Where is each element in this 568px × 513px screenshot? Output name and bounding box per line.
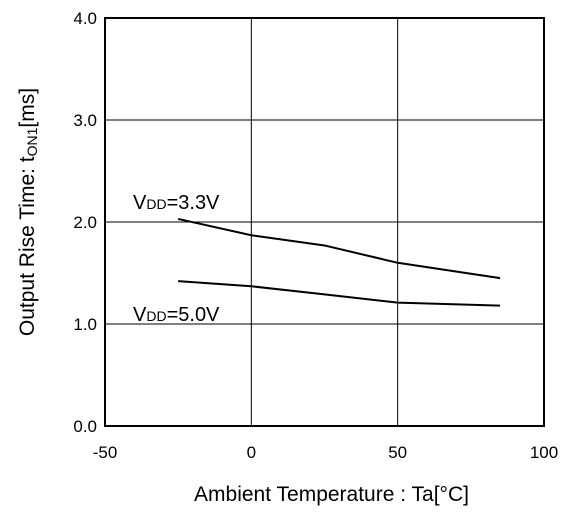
series-line-2	[178, 280, 501, 307]
y-tick-label: 0.0	[73, 417, 97, 436]
y-tick-label: 4.0	[73, 9, 97, 28]
tick-labels: -50 0 50 100 0.0 1.0 2.0 3.0 4.0	[73, 9, 558, 462]
y-tick-label: 3.0	[73, 111, 97, 130]
x-tick-label: 0	[247, 443, 256, 462]
series-lines	[177, 217, 501, 307]
plot-frame	[104, 17, 545, 427]
series-line-1	[177, 217, 501, 280]
x-tick-label: 50	[388, 443, 407, 462]
series-label-vdd-5v0: VDD=5.0V	[133, 304, 220, 326]
series-label-vdd-3v3: VDD=3.3V	[133, 192, 220, 214]
x-axis-label: Ambient Temperature : Ta[°C]	[194, 483, 469, 506]
y-tick-label: 1.0	[73, 315, 97, 334]
grid-lines	[105, 18, 544, 426]
x-tick-label: 100	[530, 443, 558, 462]
y-axis-label: Output Rise Time: tON1[ms]	[16, 88, 40, 336]
x-tick-label: -50	[93, 443, 118, 462]
y-tick-label: 2.0	[73, 213, 97, 232]
